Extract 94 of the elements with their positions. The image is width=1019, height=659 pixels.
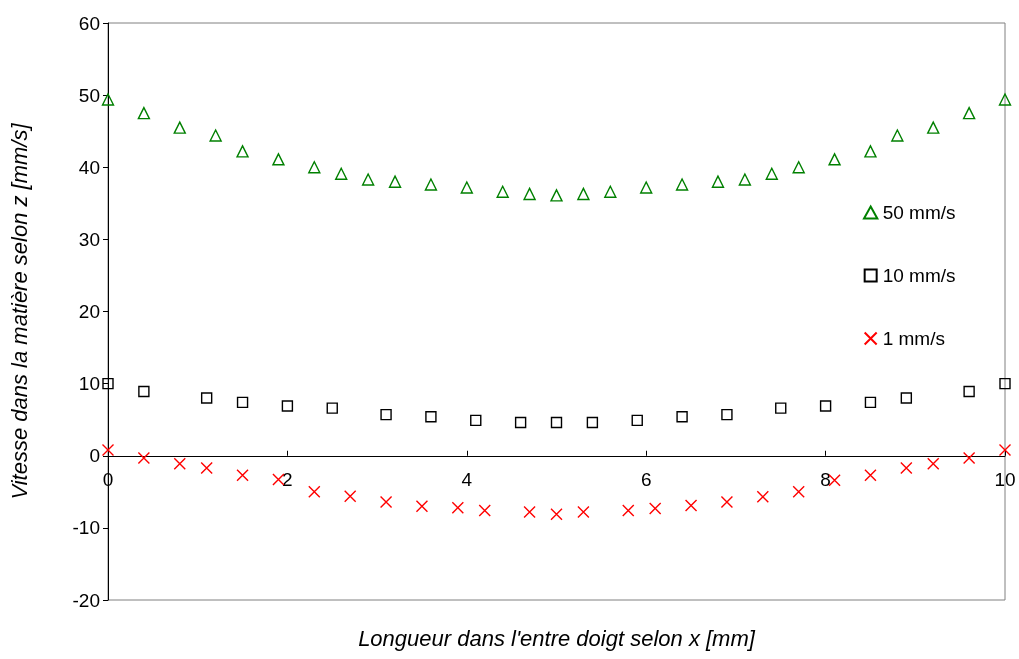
point xyxy=(101,443,115,457)
point xyxy=(173,457,186,470)
y-tick-label: 30 xyxy=(78,228,100,250)
y-tick-label: 50 xyxy=(78,84,100,106)
x-tick-label: 8 xyxy=(820,468,831,490)
point xyxy=(900,461,913,475)
point xyxy=(523,187,536,201)
y-tick-label: 10 xyxy=(78,373,100,395)
point xyxy=(236,145,249,158)
point xyxy=(101,93,115,106)
point xyxy=(998,443,1012,457)
point xyxy=(343,489,357,503)
point xyxy=(631,414,643,427)
point xyxy=(478,504,491,517)
x-tick-label: 4 xyxy=(461,468,473,490)
point xyxy=(496,185,509,198)
point xyxy=(326,402,338,414)
point xyxy=(721,408,733,421)
point xyxy=(209,129,222,142)
y-tick-label: -20 xyxy=(72,589,100,611)
point xyxy=(379,495,393,509)
point xyxy=(200,392,213,404)
point xyxy=(711,175,725,188)
point xyxy=(864,469,877,482)
point xyxy=(648,502,662,515)
legend-label: 10 mm/s xyxy=(882,265,956,286)
point xyxy=(927,457,940,470)
point xyxy=(792,485,805,499)
point xyxy=(514,416,527,429)
point xyxy=(676,411,688,423)
point xyxy=(415,500,429,513)
point xyxy=(361,173,375,186)
y-tick-label: 0 xyxy=(89,445,100,467)
point xyxy=(281,400,294,412)
point xyxy=(424,178,438,191)
point xyxy=(451,501,465,514)
point xyxy=(236,469,249,482)
point xyxy=(604,185,617,198)
point xyxy=(891,129,904,142)
point xyxy=(200,461,213,475)
point xyxy=(998,93,1012,106)
y-tick-label: 20 xyxy=(78,301,100,322)
point xyxy=(523,505,536,519)
point xyxy=(272,153,285,166)
y-tick-label: 60 xyxy=(78,12,100,34)
point xyxy=(102,377,114,390)
point xyxy=(999,377,1011,390)
point xyxy=(792,161,805,174)
point xyxy=(236,396,249,409)
point xyxy=(864,145,877,158)
point xyxy=(425,411,437,423)
x-axis-title: Longueur dans l'entre doigt selon x [mm] xyxy=(358,626,756,652)
y-tick-label: 40 xyxy=(78,156,100,178)
point xyxy=(962,106,976,120)
point xyxy=(775,402,787,414)
point xyxy=(684,499,698,512)
point xyxy=(738,173,752,186)
point xyxy=(308,161,321,174)
point xyxy=(137,106,151,120)
point xyxy=(460,181,473,194)
legend-label: 50 mm/s xyxy=(882,202,956,223)
x-tick-label: 2 xyxy=(282,468,293,490)
point xyxy=(640,181,653,194)
point xyxy=(388,175,402,188)
point xyxy=(138,385,150,398)
point xyxy=(927,121,940,134)
point xyxy=(756,490,770,504)
point xyxy=(675,178,689,191)
point xyxy=(173,121,186,134)
point xyxy=(380,408,392,421)
x-tick-label: 6 xyxy=(640,468,652,490)
point xyxy=(765,167,778,180)
point xyxy=(864,396,877,409)
point xyxy=(550,507,563,521)
point xyxy=(550,416,563,429)
point xyxy=(720,495,734,509)
point xyxy=(819,400,832,412)
point xyxy=(828,153,841,166)
legend-label: 1 mm/s xyxy=(882,328,945,349)
point xyxy=(335,167,348,180)
point xyxy=(470,414,482,427)
point xyxy=(586,416,599,429)
y-axis-title: Vitesse dans la matière selon z [mm/s] xyxy=(6,122,32,500)
point xyxy=(622,504,635,517)
point xyxy=(900,392,913,404)
point xyxy=(550,189,563,202)
y-tick-label: -10 xyxy=(72,517,100,539)
x-tick-label: 10 xyxy=(994,468,1016,490)
point xyxy=(963,385,975,398)
point xyxy=(577,505,590,519)
point xyxy=(308,485,321,499)
point xyxy=(962,451,976,465)
point xyxy=(577,187,590,201)
point xyxy=(137,451,151,465)
